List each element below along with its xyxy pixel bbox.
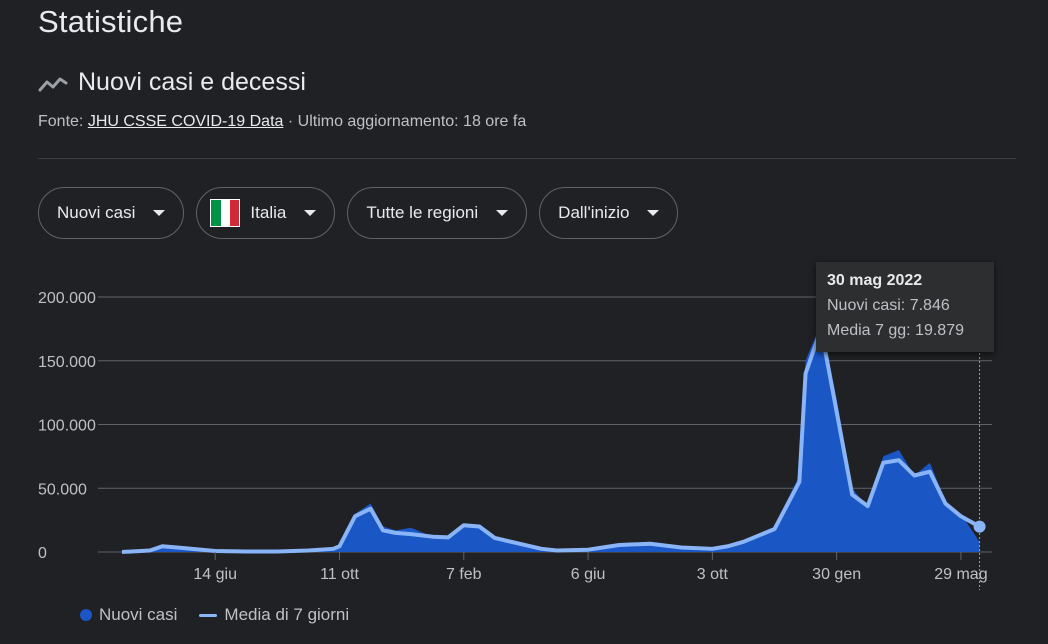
chart-tooltip: 30 mag 2022 Nuovi casi: 7.846 Media 7 gg… xyxy=(816,262,994,352)
section-header: Nuovi casi e decessi xyxy=(38,68,306,97)
y-tick-label: 50.000 xyxy=(38,481,87,498)
x-tick-label: 7 feb xyxy=(446,566,482,583)
y-tick-label: 100.000 xyxy=(38,418,96,435)
y-tick-label: 150.000 xyxy=(38,354,96,371)
legend-item-average: Media di 7 giorni xyxy=(199,605,349,625)
x-tick-label: 3 ott xyxy=(697,566,729,583)
tooltip-date: 30 mag 2022 xyxy=(827,272,923,289)
legend-label-cases: Nuovi casi xyxy=(99,605,178,624)
chevron-down-icon xyxy=(304,210,317,216)
divider xyxy=(38,158,1016,159)
average-line xyxy=(121,326,981,554)
filter-bar: Nuovi casi Italia Tutte le regioni Dall'… xyxy=(38,187,679,239)
chevron-down-icon xyxy=(153,210,166,216)
section-title: Nuovi casi e decessi xyxy=(78,68,306,96)
source-prefix: Fonte: xyxy=(38,113,88,130)
country-dropdown-label: Italia xyxy=(250,203,287,222)
region-dropdown-label: Tutte le regioni xyxy=(366,203,479,222)
tooltip-average: Media 7 gg: 19.879 xyxy=(827,322,964,339)
x-tick-label: 30 gen xyxy=(812,566,861,583)
source-line: Fonte: JHU CSSE COVID-19 Data · Ultimo a… xyxy=(38,113,526,131)
x-tick-label: 14 giu xyxy=(193,566,237,583)
chevron-down-icon xyxy=(647,210,660,216)
last-update-text: · Ultimo aggiornamento: 18 ore fa xyxy=(283,113,527,130)
chevron-down-icon xyxy=(496,210,509,216)
x-tick-label: 29 mag xyxy=(934,566,987,583)
cases-chart[interactable]: 200.000 150.000 100.000 50.000 0 14 giu 11 ott… xyxy=(0,250,1048,600)
y-tick-label: 0 xyxy=(38,545,47,562)
legend-item-cases: Nuovi casi xyxy=(80,605,177,625)
x-tick-label: 6 giu xyxy=(571,566,606,583)
metric-dropdown[interactable]: Nuovi casi xyxy=(38,187,185,239)
source-link[interactable]: JHU CSSE COVID-19 Data xyxy=(87,113,284,130)
tooltip-cases: Nuovi casi: 7.846 xyxy=(827,297,950,314)
x-tick-label: 11 ott xyxy=(320,566,359,583)
region-dropdown[interactable]: Tutte le regioni xyxy=(347,187,528,239)
time-range-dropdown[interactable]: Dall'inizio xyxy=(539,187,679,239)
italy-flag-icon xyxy=(210,199,241,227)
page-title: Statistiche xyxy=(38,4,184,39)
trending-line-icon xyxy=(38,77,68,91)
legend-label-average: Media di 7 giorni xyxy=(224,605,350,624)
legend-line-icon xyxy=(199,613,218,617)
y-tick-label: 200.000 xyxy=(38,290,96,307)
time-range-dropdown-label: Dall'inizio xyxy=(558,203,630,222)
chart-legend: Nuovi casi Media di 7 giorni xyxy=(80,605,349,625)
cases-area xyxy=(122,322,980,552)
country-dropdown[interactable]: Italia xyxy=(196,187,336,239)
metric-dropdown-label: Nuovi casi xyxy=(57,203,136,222)
hover-point xyxy=(973,520,986,533)
legend-dot-icon xyxy=(80,609,92,621)
